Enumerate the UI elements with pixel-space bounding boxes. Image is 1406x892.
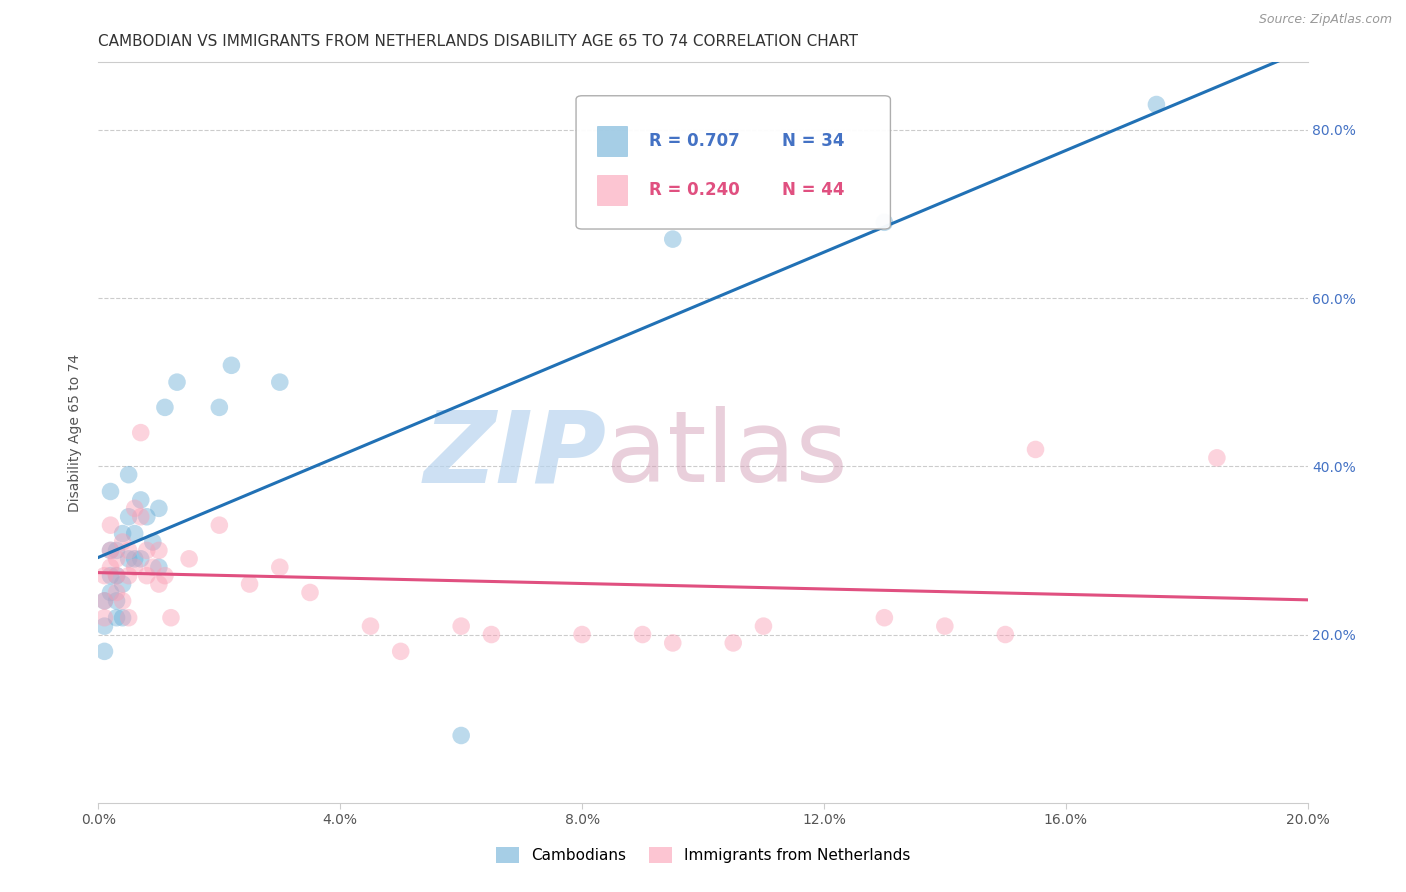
Point [124,551,146,566]
Point [221,359,243,373]
Point [111,535,134,549]
Point [160,610,183,624]
Point [93,594,115,608]
Y-axis label: Disability Age 65 to 74: Disability Age 65 to 74 [69,353,83,512]
Point [105,585,128,599]
Point [723,636,745,650]
Point [360,619,382,633]
Point [994,627,1017,641]
Point [105,551,128,566]
Point [118,568,141,582]
Point [208,401,231,415]
Point [153,401,176,415]
Text: N = 34: N = 34 [782,132,844,150]
Text: CAMBODIAN VS IMMIGRANTS FROM NETHERLANDS DISABILITY AGE 65 TO 74 CORRELATION CHA: CAMBODIAN VS IMMIGRANTS FROM NETHERLANDS… [98,34,859,49]
Point [105,610,128,624]
Point [873,215,896,229]
Point [631,627,654,641]
Point [93,644,115,658]
Point [111,610,134,624]
Point [93,619,115,633]
Point [129,509,152,524]
Point [100,585,122,599]
Point [135,509,157,524]
Point [93,594,115,608]
Point [124,526,146,541]
Point [1024,442,1046,457]
Point [389,644,412,658]
Point [93,568,115,582]
Point [269,375,291,389]
Point [105,568,128,582]
Point [118,467,141,482]
Point [269,560,291,574]
Text: R = 0.707: R = 0.707 [648,132,740,150]
Point [100,484,122,499]
Text: atlas: atlas [606,407,848,503]
Point [752,619,775,633]
Text: R = 0.240: R = 0.240 [648,181,740,199]
Point [100,568,122,582]
Point [934,619,956,633]
Point [571,627,593,641]
Point [129,492,152,507]
FancyBboxPatch shape [576,95,890,229]
Point [129,551,152,566]
Point [100,543,122,558]
Point [118,509,141,524]
Point [166,375,188,389]
Text: ZIP: ZIP [423,407,606,503]
Point [118,551,141,566]
Point [142,560,165,574]
Point [135,568,157,582]
FancyBboxPatch shape [596,175,627,205]
Text: Source: ZipAtlas.com: Source: ZipAtlas.com [1258,13,1392,27]
Point [105,568,128,582]
Point [118,543,141,558]
Point [148,501,170,516]
Point [153,568,176,582]
Point [142,535,165,549]
Point [208,518,231,533]
Point [1206,450,1229,465]
Point [661,232,683,246]
Point [111,526,134,541]
Point [873,610,896,624]
Point [118,610,141,624]
Point [481,627,503,641]
Point [129,425,152,440]
FancyBboxPatch shape [596,126,627,156]
Point [1144,97,1167,112]
Point [124,560,146,574]
Point [450,619,472,633]
Point [111,594,134,608]
Point [105,594,128,608]
Text: N = 44: N = 44 [782,181,844,199]
Point [179,551,201,566]
Point [239,577,262,591]
Point [100,518,122,533]
Point [135,543,157,558]
Point [100,560,122,574]
Point [148,543,170,558]
Point [111,577,134,591]
Point [148,577,170,591]
Legend: Cambodians, Immigrants from Netherlands: Cambodians, Immigrants from Netherlands [489,841,917,869]
Point [100,543,122,558]
Point [105,543,128,558]
Point [450,729,472,743]
Point [93,610,115,624]
Point [299,585,322,599]
Point [124,501,146,516]
Point [661,636,683,650]
Point [148,560,170,574]
